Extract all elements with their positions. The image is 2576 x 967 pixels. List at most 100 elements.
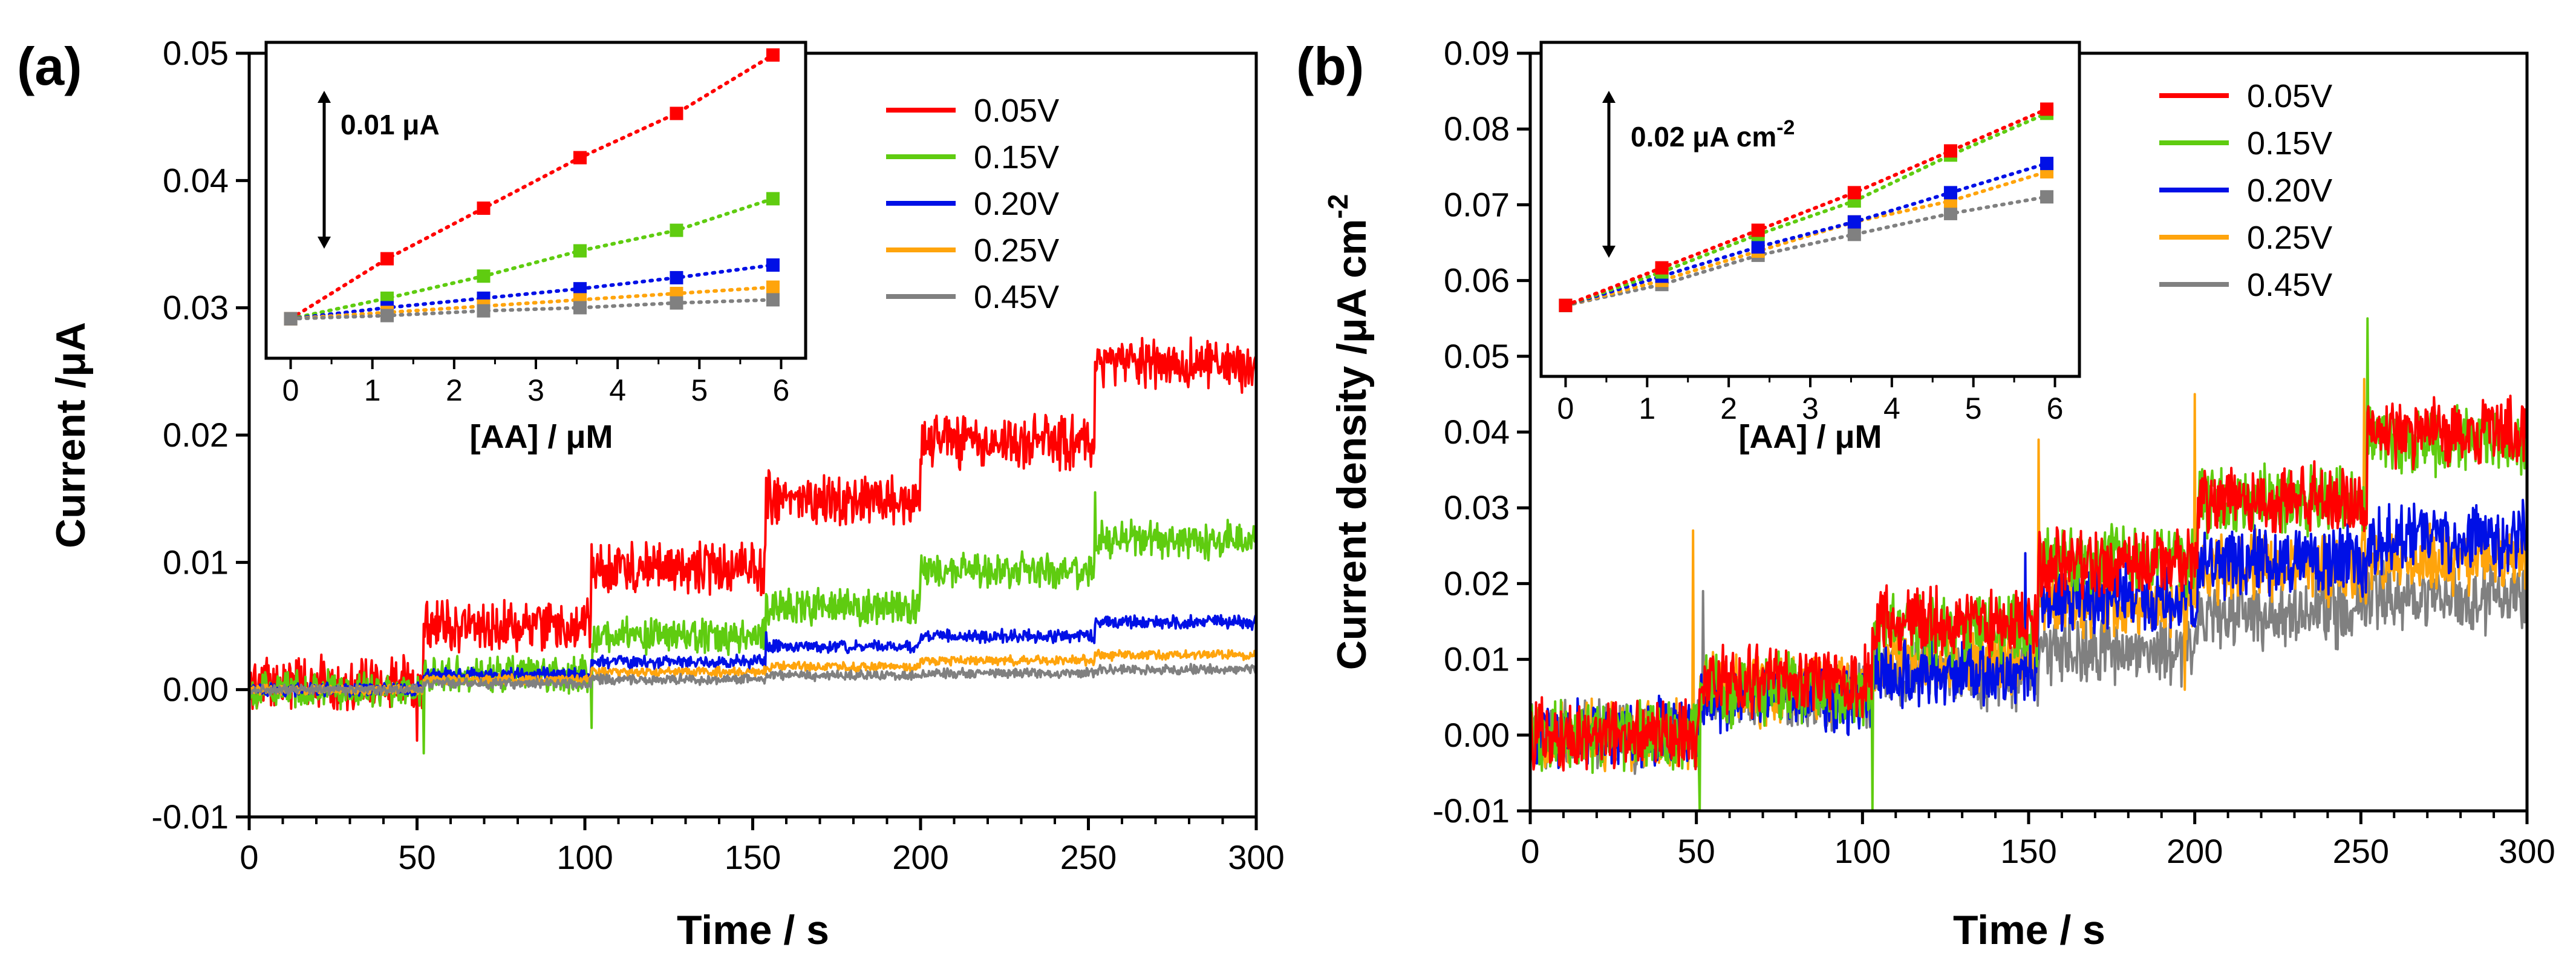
x-tick-label: 0	[1521, 832, 1539, 870]
panel-b-scale-bar-label: 0.02 μA cm-2	[1631, 116, 1795, 152]
inset-point	[1943, 144, 1957, 158]
inset-point	[670, 270, 683, 284]
x-tick-label: 100	[556, 838, 613, 876]
inset-x-tick-label: 0	[282, 373, 299, 407]
panel-a-x-axis: 0 50 100 150 200 250 300	[240, 817, 1285, 876]
inset-fit-line	[1564, 111, 2049, 307]
inset-point	[1847, 186, 1861, 200]
legend-label: 0.15V	[2247, 125, 2332, 162]
panel-b-inset-x-axis-label: [AA] / μM	[1739, 419, 1882, 455]
panel-b-legend: 0.05V 0.15V 0.20V 0.25V 0.45V	[2159, 78, 2332, 303]
x-tick-label: 0	[240, 838, 258, 876]
inset-x-tick-label: 4	[1883, 392, 1900, 425]
inset-fit-line	[1564, 169, 2049, 307]
inset-point	[670, 223, 683, 237]
inset-fit-line	[289, 298, 775, 321]
inset-point	[477, 202, 491, 215]
inset-point	[1847, 215, 1861, 229]
inset-x-tick-label: 6	[2047, 392, 2064, 425]
inset-point	[477, 304, 491, 318]
x-tick-label: 250	[2333, 832, 2389, 870]
inset-point	[1559, 298, 1573, 312]
inset-point	[670, 107, 683, 120]
inset-x-tick-label: 0	[1557, 392, 1574, 425]
x-tick-label: 300	[1228, 838, 1284, 876]
panel-a-y-axis-label: Current /μA	[48, 322, 94, 548]
inset-point	[380, 252, 394, 266]
trace-005v	[1529, 395, 2528, 772]
panel-b-scale-bar-label-superscript: -2	[1776, 116, 1795, 139]
y-tick-label: -0.01	[151, 798, 229, 836]
panel-a-inset: 0 1 2 3 4 5 6 [AA] / μM 0.01 μA	[264, 41, 807, 455]
panel-b-y-axis-label-superscript: -2	[1322, 194, 1354, 219]
inset-x-tick-label: 1	[1639, 392, 1655, 425]
inset-point	[766, 192, 780, 206]
y-tick-label: 0.06	[1444, 261, 1510, 300]
inset-point	[1655, 261, 1669, 275]
panel-a-y-axis: -0.01 0.00 0.01 0.02 0.03 0.04 0.05	[151, 34, 249, 836]
legend-label: 0.25V	[974, 232, 1059, 269]
x-tick-label: 200	[2167, 832, 2223, 870]
legend-label: 0.45V	[974, 279, 1059, 315]
scale-arrow-head-up	[1602, 91, 1616, 103]
panel-b-x-axis-label: Time / s	[1953, 907, 2105, 953]
y-tick-label: 0.03	[1444, 488, 1510, 526]
inset-x-tick-label: 5	[1965, 392, 1982, 425]
inset-x-tick-label: 5	[691, 373, 708, 407]
inset-point	[1943, 206, 1957, 220]
legend-label: 0.45V	[2247, 267, 2332, 303]
inset-point	[2040, 190, 2054, 204]
y-tick-label: 0.04	[163, 161, 229, 199]
inset-point	[766, 48, 780, 62]
panel-a-inset-plot	[284, 48, 780, 326]
panel-a-inset-scale-bar: 0.01 μA	[318, 91, 440, 249]
panel-a-scale-bar-label: 0.01 μA	[341, 109, 440, 140]
x-tick-label: 200	[892, 838, 948, 876]
y-tick-label: -0.01	[1432, 792, 1510, 830]
panel-a-plot-area	[248, 336, 1257, 755]
x-tick-label: 50	[1678, 832, 1715, 870]
panel-a-legend: 0.05V 0.15V 0.20V 0.25V 0.45V	[886, 93, 1059, 315]
panel-b-y-axis: -0.01 0.00 0.01 0.02 0.03 0.04 0.05 0.06 0.07 0.0…	[1432, 34, 1530, 830]
x-tick-label: 250	[1060, 838, 1117, 876]
scale-arrow-head-down	[318, 237, 331, 249]
legend-label: 0.15V	[974, 139, 1059, 175]
panel-b-inset: 0 1 2 3 4 5 6 [AA] / μM 0.02 μA cm-2	[1539, 41, 2081, 455]
inset-x-tick-label: 2	[1720, 392, 1737, 425]
y-tick-label: 0.05	[1444, 337, 1510, 375]
inset-fit-line	[1564, 107, 2049, 307]
panel-a-label: (a)	[17, 36, 82, 96]
inset-point	[573, 244, 587, 258]
y-tick-label: 0.00	[1444, 716, 1510, 754]
panel-a-inset-frame	[264, 41, 807, 360]
x-tick-label: 300	[2499, 832, 2555, 870]
y-tick-label: 0.08	[1444, 110, 1510, 148]
y-tick-label: 0.07	[1444, 185, 1510, 223]
inset-point	[2040, 157, 2054, 171]
y-tick-label: 0.05	[163, 34, 229, 72]
inset-fit-line	[1564, 195, 2049, 307]
y-tick-label: 0.02	[163, 416, 229, 454]
inset-fit-line	[289, 285, 775, 321]
inset-point	[1751, 223, 1765, 237]
panel-b-y-axis-label: Current density /μA cm-2	[1322, 194, 1375, 670]
inset-x-tick-label: 4	[609, 373, 626, 407]
inset-fit-line	[289, 263, 775, 321]
inset-point	[573, 301, 587, 315]
y-tick-label: 0.01	[163, 543, 229, 581]
panel-b-inset-scale-bar: 0.02 μA cm-2	[1602, 91, 1795, 258]
inset-x-tick-label: 3	[527, 373, 544, 407]
inset-point	[477, 269, 491, 283]
inset-point	[1943, 186, 1957, 200]
y-tick-label: 0.09	[1444, 34, 1510, 72]
inset-point	[573, 151, 587, 165]
panel-b-plot-area	[1529, 317, 2528, 812]
inset-point	[2040, 102, 2054, 116]
inset-point	[573, 282, 587, 296]
inset-point	[766, 293, 780, 307]
panel-b-label: (b)	[1296, 36, 1364, 96]
panel-a: (a) -0.010.000.010.020.030.040.05 0 50 100…	[17, 34, 1285, 953]
scale-arrow-head-up	[318, 91, 331, 103]
y-tick-label: 0.00	[163, 670, 229, 709]
